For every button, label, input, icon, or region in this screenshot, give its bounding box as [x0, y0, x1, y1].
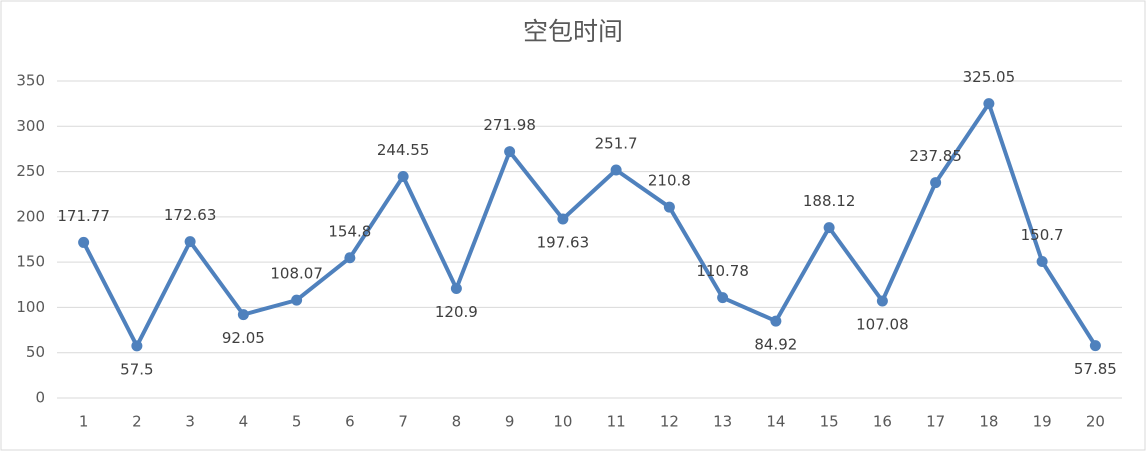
data-label: 154.8	[328, 222, 371, 240]
chart-title: 空包时间	[523, 17, 623, 46]
point	[663, 201, 675, 213]
point	[930, 177, 942, 189]
y-tick-label: 300	[16, 117, 45, 135]
point	[291, 294, 303, 306]
data-label: 188.12	[803, 192, 856, 210]
x-tick-label: 18	[979, 413, 998, 431]
data-label: 172.63	[164, 206, 217, 224]
data-label: 92.05	[222, 329, 265, 347]
point	[610, 164, 622, 176]
x-tick-label: 8	[452, 413, 462, 431]
x-tick-label: 20	[1086, 413, 1105, 431]
data-label: 107.08	[856, 316, 909, 334]
x-tick-label: 4	[239, 413, 249, 431]
x-tick-label: 5	[292, 413, 302, 431]
x-tick-label: 16	[873, 413, 892, 431]
x-tick-label: 13	[713, 413, 732, 431]
data-label: 251.7	[595, 135, 638, 153]
point	[184, 236, 196, 248]
x-tick-label: 10	[553, 413, 572, 431]
y-tick-label: 350	[16, 72, 45, 90]
point	[237, 309, 249, 321]
y-tick-label: 150	[16, 253, 45, 271]
point	[557, 213, 569, 225]
x-tick-label: 12	[660, 413, 679, 431]
x-tick-label: 3	[185, 413, 195, 431]
data-label: 244.55	[377, 141, 430, 159]
x-tick-label: 17	[926, 413, 945, 431]
data-label: 57.5	[120, 360, 153, 378]
point	[1036, 256, 1048, 268]
point	[344, 252, 356, 264]
x-tick-label: 19	[1033, 413, 1052, 431]
data-label: 171.77	[57, 207, 110, 225]
point	[131, 340, 143, 352]
data-label: 120.9	[435, 303, 478, 321]
x-tick-label: 7	[398, 413, 408, 431]
x-tick-label: 14	[766, 413, 785, 431]
data-label: 210.8	[648, 172, 691, 190]
x-tick-label: 2	[132, 413, 142, 431]
data-label: 237.85	[909, 147, 962, 165]
point	[450, 282, 462, 294]
point	[876, 295, 888, 307]
y-tick-label: 100	[16, 298, 45, 316]
point	[770, 315, 782, 327]
y-tick-label: 200	[16, 207, 45, 225]
data-label: 325.05	[963, 68, 1016, 86]
point	[717, 292, 729, 304]
y-tick-label: 250	[16, 162, 45, 180]
point	[397, 171, 409, 183]
y-tick-label: 50	[26, 343, 45, 361]
data-label: 84.92	[754, 336, 797, 354]
x-tick-label: 15	[820, 413, 839, 431]
data-label: 271.98	[483, 116, 536, 134]
data-label: 57.85	[1074, 360, 1117, 378]
line	[81, 101, 1098, 348]
y-tick-label: 0	[35, 389, 45, 407]
x-tick-label: 9	[505, 413, 515, 431]
point	[823, 222, 835, 234]
point	[78, 236, 90, 248]
data-label: 110.78	[696, 262, 749, 280]
data-label: 108.07	[270, 265, 323, 283]
point	[504, 146, 516, 158]
x-tick-label: 11	[607, 413, 626, 431]
point	[983, 98, 995, 110]
x-tick-label: 1	[79, 413, 89, 431]
data-label: 150.7	[1021, 226, 1064, 244]
data-label: 197.63	[537, 234, 590, 252]
x-tick-label: 6	[345, 413, 355, 431]
point	[1089, 340, 1101, 352]
